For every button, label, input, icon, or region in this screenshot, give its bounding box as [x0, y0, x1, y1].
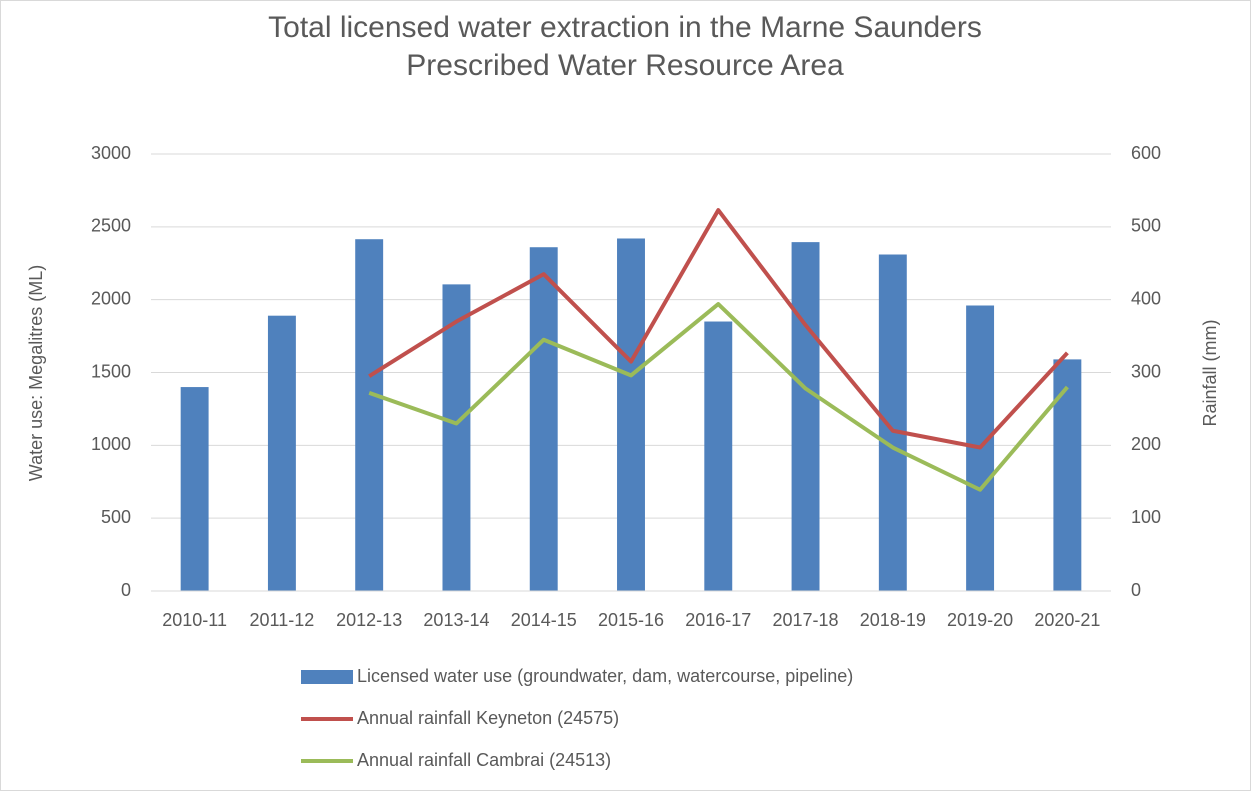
x-tick-label: 2010-11 [162, 610, 227, 630]
legend-label: Annual rainfall Keyneton (24575) [357, 708, 619, 728]
x-tick-label: 2013-14 [423, 610, 489, 630]
chart-title: Total licensed water extraction in the M… [268, 11, 982, 82]
bar [1053, 359, 1082, 591]
bar [355, 239, 384, 591]
y-axis-label: Water use: Megalitres (ML) [26, 265, 46, 481]
bar [180, 387, 209, 591]
x-tick-label: 2016-17 [685, 610, 751, 630]
legend-swatch [301, 670, 353, 684]
y2-tick-label: 200 [1131, 434, 1161, 454]
y2-tick-label: 500 [1131, 216, 1161, 236]
bar [529, 247, 558, 591]
bar [617, 238, 645, 591]
x-tick-label: 2015-16 [598, 610, 664, 630]
y-tick-label: 1500 [91, 361, 131, 381]
x-tick-label: 2020-21 [1034, 610, 1100, 630]
y2-tick-label: 400 [1131, 288, 1161, 308]
y2-axis-label: Rainfall (mm) [1200, 319, 1220, 426]
legend-label: Annual rainfall Cambrai (24513) [357, 750, 611, 770]
y-tick-label: 1000 [91, 434, 131, 454]
y-tick-label: 3000 [91, 143, 131, 163]
x-tick-label: 2019-20 [947, 610, 1013, 630]
y2-tick-label: 100 [1131, 507, 1161, 527]
x-tick-label: 2012-13 [336, 610, 402, 630]
bar [704, 321, 733, 591]
x-tick-label: 2017-18 [773, 610, 839, 630]
bar [878, 254, 907, 591]
line [368, 302, 1069, 492]
legend-label: Licensed water use (groundwater, dam, wa… [357, 666, 853, 686]
x-tick-label: 2011-12 [250, 610, 315, 630]
y2-tick-label: 600 [1131, 143, 1161, 163]
x-tick-label: 2018-19 [860, 610, 926, 630]
x-tick-label: 2014-15 [511, 610, 577, 630]
bar [442, 284, 471, 591]
bar [791, 242, 820, 591]
y2-tick-label: 0 [1131, 580, 1141, 600]
bar [267, 315, 296, 591]
line [368, 208, 1069, 450]
y-tick-label: 500 [101, 507, 131, 527]
y-tick-label: 2500 [91, 216, 131, 236]
y-tick-label: 2000 [91, 288, 131, 308]
y2-tick-label: 300 [1131, 361, 1161, 381]
y-tick-label: 0 [121, 580, 131, 600]
